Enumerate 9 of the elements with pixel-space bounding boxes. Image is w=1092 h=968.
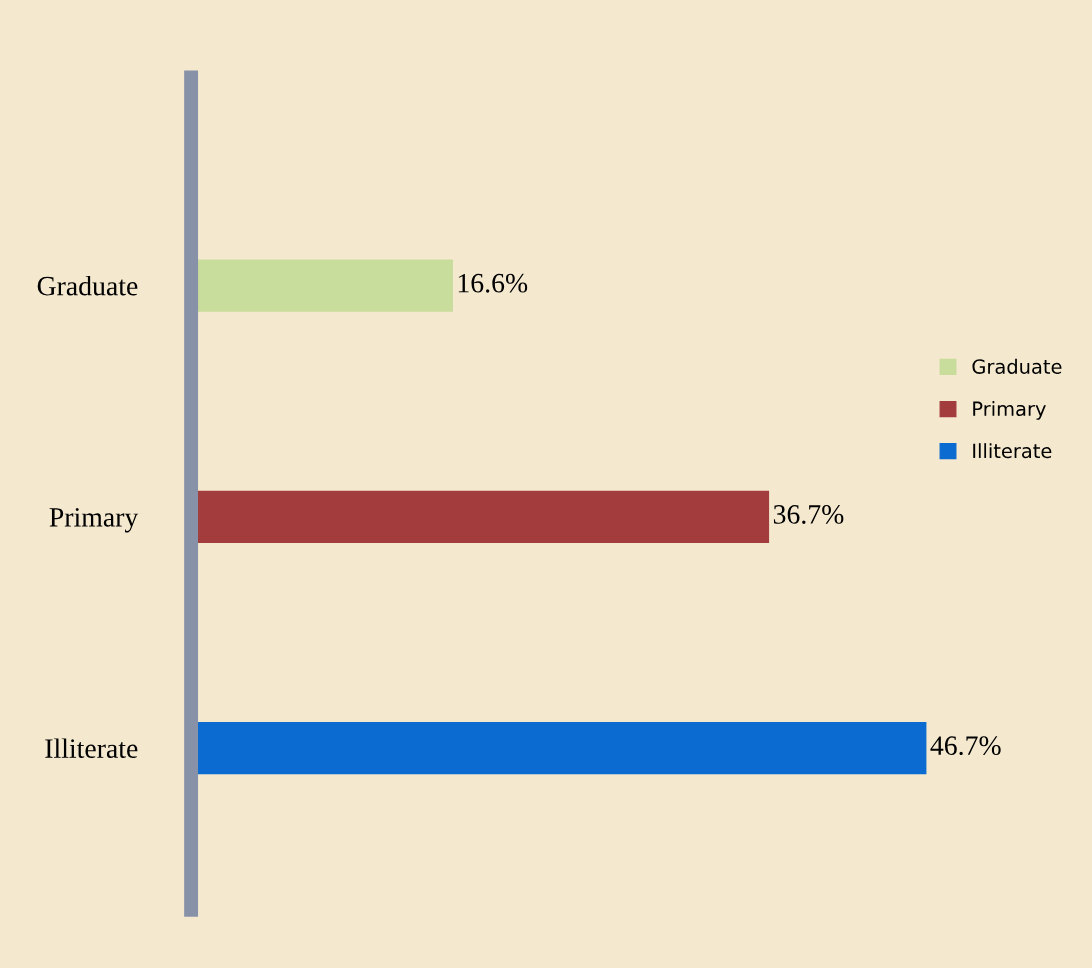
legend-label: Illiterate (973, 443, 1052, 459)
y-tick-label: Graduate (37, 275, 138, 296)
data-label: 46.7% (930, 736, 1001, 756)
y-tick-label: Illiterate (45, 738, 138, 758)
data-label: 36.7% (773, 505, 844, 524)
y-tick-label: Primary (49, 508, 139, 533)
legend-label: Primary (973, 401, 1046, 420)
legend-label: Graduate (972, 358, 1062, 374)
data-label: 16.6% (458, 273, 528, 293)
